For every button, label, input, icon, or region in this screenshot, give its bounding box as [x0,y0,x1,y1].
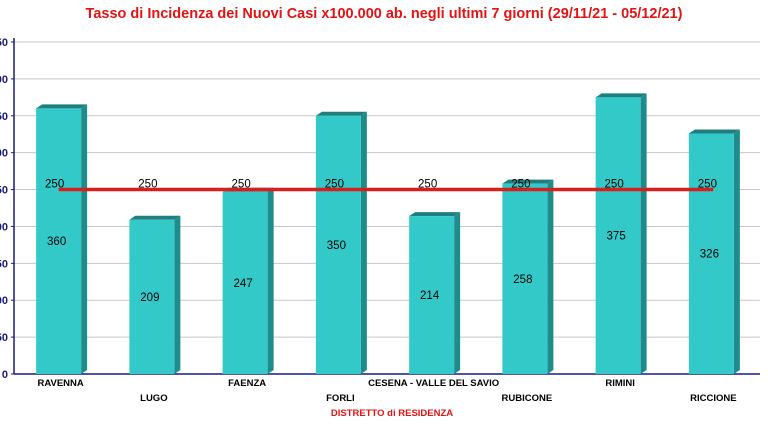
bar-front [409,216,455,374]
y-tick-label: 400 [0,74,8,86]
y-tick-label: 350 [0,111,8,123]
y-tick-label: 50 [0,332,8,344]
bar [129,215,181,374]
y-tick-label: 450 [0,37,8,49]
bar-front [315,115,361,375]
bar-top [502,179,554,184]
bar-value-label: 258 [513,274,532,286]
bar [502,179,554,374]
x-tick-label: RIMINI [605,378,635,389]
bar-value-label: 247 [234,278,253,290]
bar-top [688,129,740,134]
x-tick-label: LUGO [140,393,167,404]
chart-title: Tasso di Incidenza dei Nuovi Casi x100.0… [85,6,683,22]
x-tick-label: FAENZA [228,378,266,389]
reference-value-label: 250 [605,179,624,191]
x-tick-label: RICCIONE [690,393,736,404]
bar-top [315,111,367,116]
x-tick-label: FORLI [326,393,355,404]
bar-front [688,133,734,374]
bar-value-label: 360 [47,236,66,248]
bar-side [267,187,274,374]
x-tick-label: RAVENNA [37,378,83,389]
bar [688,129,740,374]
bar-top [129,215,181,220]
bar [409,212,461,374]
bar [36,104,88,375]
bar [315,111,367,375]
reference-value-label: 250 [45,179,64,191]
bar-top [36,104,88,109]
y-tick-label: 300 [0,148,8,160]
reference-value-label: 250 [511,179,530,191]
bar-top [595,93,647,98]
y-tick-label: 200 [0,221,8,233]
bar-value-label: 375 [607,231,626,243]
bar-front [36,108,82,375]
x-axis-label: DISTRETTO di RESIDENZA [331,408,453,419]
y-tick-label: 100 [0,295,8,307]
bar-value-label: 214 [420,290,440,302]
bar-front [222,191,268,374]
bar-side [81,104,88,375]
reference-value-label: 250 [325,179,344,191]
x-tick-label: RUBICONE [502,393,553,404]
y-tick-label: 150 [0,258,8,270]
bar [595,93,647,374]
y-tick-label: 250 [0,185,8,197]
y-tick-label: 0 [2,369,8,381]
bar-front [502,183,548,374]
bar-side [733,129,740,374]
bar-side [360,111,367,375]
reference-value-label: 250 [698,179,717,191]
bar-side [640,93,647,374]
bar-side [174,215,181,374]
bar-top [409,212,461,217]
x-tick-label: CESENA - VALLE DEL SAVIO [368,378,499,389]
reference-value-label: 250 [138,179,157,191]
bar-value-label: 350 [327,240,346,252]
bar-side [454,212,461,374]
bar-front [129,219,175,374]
reference-value-label: 250 [232,179,251,191]
bar-side [547,179,554,374]
bar-value-label: 209 [140,292,159,304]
reference-value-label: 250 [418,179,437,191]
bar-front [595,97,641,374]
bar-value-label: 326 [700,249,719,261]
